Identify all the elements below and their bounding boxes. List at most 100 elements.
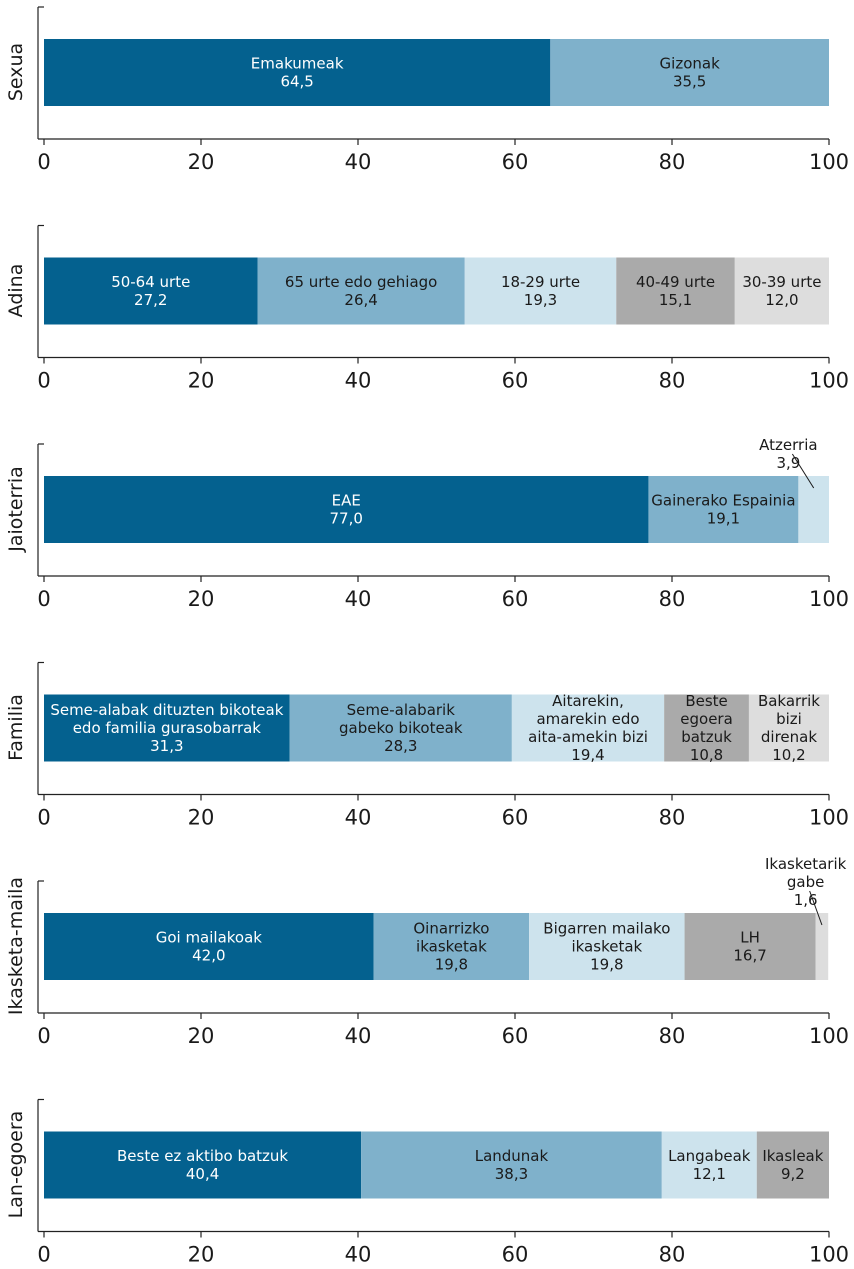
data-label: 19,8 (435, 956, 468, 974)
data-label: 12,0 (765, 291, 798, 309)
segment-label: LH (740, 929, 760, 947)
bar-segment (664, 694, 749, 762)
x-tick-label: 40 (345, 1243, 372, 1267)
data-label: 19,3 (524, 291, 557, 309)
segment-label: Seme-alabarik (347, 701, 456, 719)
x-tick-label: 80 (659, 1243, 686, 1267)
data-label: 16,7 (733, 947, 766, 965)
segment-label: Gizonak (660, 55, 721, 73)
x-tick-label: 100 (809, 1243, 849, 1267)
x-tick-label: 0 (37, 150, 50, 174)
segment-label: Aitarekin, (552, 692, 624, 710)
data-label: 19,1 (707, 510, 740, 528)
segment-label: aita-amekin bizi (528, 728, 648, 746)
x-tick-label: 100 (809, 1024, 849, 1048)
data-label: 26,4 (344, 291, 377, 309)
segment-label: Beste (685, 692, 727, 710)
data-label: 31,3 (150, 737, 183, 755)
x-tick-label: 60 (502, 1243, 529, 1267)
data-label: 15,1 (659, 291, 692, 309)
segment-label: 30-39 urte (742, 273, 821, 291)
x-tick-label: 100 (809, 806, 849, 830)
segment-label: ikasketak (571, 938, 642, 956)
bar-segment (257, 257, 465, 325)
segment-label: batzuk (681, 728, 732, 746)
segment-label: Emakumeak (251, 55, 344, 73)
bar-segment (815, 913, 829, 980)
x-tick-label: 0 (37, 1243, 50, 1267)
panel-familia: 0 20 40 60 80 100 Familia Seme-alabak dituzten … (5, 661, 849, 830)
bar-segment (511, 694, 665, 762)
panel-lan-egoera: 0 20 40 60 80 100 Lan-egoera Beste ez aktibo ba… (5, 1098, 849, 1267)
segment-label: 50-64 urte (111, 273, 190, 291)
segment-label: Bigarren mailako (543, 920, 670, 938)
x-tick-label: 40 (345, 587, 372, 611)
segment-label: Langabeak (668, 1147, 751, 1165)
segment-label: Bakarrik (758, 692, 820, 710)
bar-segment (756, 1131, 829, 1199)
data-label: 28,3 (384, 737, 417, 755)
x-tick-label: 80 (659, 587, 686, 611)
x-tick-label: 20 (188, 1243, 215, 1267)
bar-segment (361, 1131, 662, 1199)
bar-segment (44, 1131, 362, 1199)
x-tick-label: 20 (188, 1024, 215, 1048)
data-label: 12,1 (693, 1165, 726, 1183)
x-tick-label: 80 (659, 150, 686, 174)
segment-label: Ikasleak (762, 1147, 823, 1165)
segment-label: Seme-alabak dituzten bikoteak (50, 701, 283, 719)
bar-segment (289, 694, 512, 762)
segment-label: gabeko bikoteak (339, 719, 463, 737)
panel-label: Jaioterria (5, 466, 27, 553)
bar-segment (616, 257, 735, 325)
bar-segment (748, 694, 829, 762)
panel-label: Lan-egoera (5, 1111, 27, 1219)
data-label: 40,4 (186, 1165, 219, 1183)
segment-label: egoera (680, 710, 733, 728)
data-label: 10,2 (772, 746, 805, 764)
bar-segment (44, 257, 258, 325)
segment-label: Ikasketarik (765, 855, 847, 873)
segment-label: 18-29 urte (501, 273, 580, 291)
bar-segment (464, 257, 617, 325)
segment-label: Goi mailakoak (156, 929, 263, 947)
data-label: 35,5 (673, 73, 706, 91)
x-tick-label: 60 (502, 806, 529, 830)
x-tick-label: 0 (37, 1024, 50, 1048)
segment-label: Oinarrizko (413, 920, 489, 938)
segment-label: edo familia gurasobarrak (73, 719, 262, 737)
leader-line (791, 453, 815, 489)
bar-segment (373, 913, 530, 980)
x-tick-label: 20 (188, 806, 215, 830)
data-label: 64,5 (280, 73, 313, 91)
bar-segment (684, 913, 816, 980)
x-tick-label: 60 (502, 150, 529, 174)
bar-segment (798, 476, 829, 543)
x-tick-label: 100 (809, 150, 849, 174)
panel-label: Adina (5, 264, 27, 318)
x-tick-label: 80 (659, 1024, 686, 1048)
x-tick-label: 0 (37, 806, 50, 830)
x-tick-label: 40 (345, 369, 372, 393)
panel-label: Sexua (5, 43, 27, 101)
segment-label: 65 urte edo gehiago (285, 273, 437, 291)
bar-segment (44, 39, 551, 106)
x-tick-label: 60 (502, 587, 529, 611)
bar-segment (44, 476, 649, 543)
data-label: 19,8 (590, 956, 623, 974)
data-label: 3,9 (776, 454, 800, 472)
bar-segment (44, 694, 290, 762)
data-label: 19,4 (571, 746, 604, 764)
x-tick-label: 60 (502, 1024, 529, 1048)
x-tick-label: 80 (659, 369, 686, 393)
data-label: 10,8 (690, 746, 723, 764)
segment-label: 40-49 urte (636, 273, 715, 291)
segment-label: EAE (332, 492, 361, 510)
x-tick-label: 0 (37, 587, 50, 611)
x-tick-label: 20 (188, 369, 215, 393)
segment-label: Gainerako Espainia (651, 492, 795, 510)
x-tick-label: 100 (809, 369, 849, 393)
x-tick-label: 20 (188, 587, 215, 611)
